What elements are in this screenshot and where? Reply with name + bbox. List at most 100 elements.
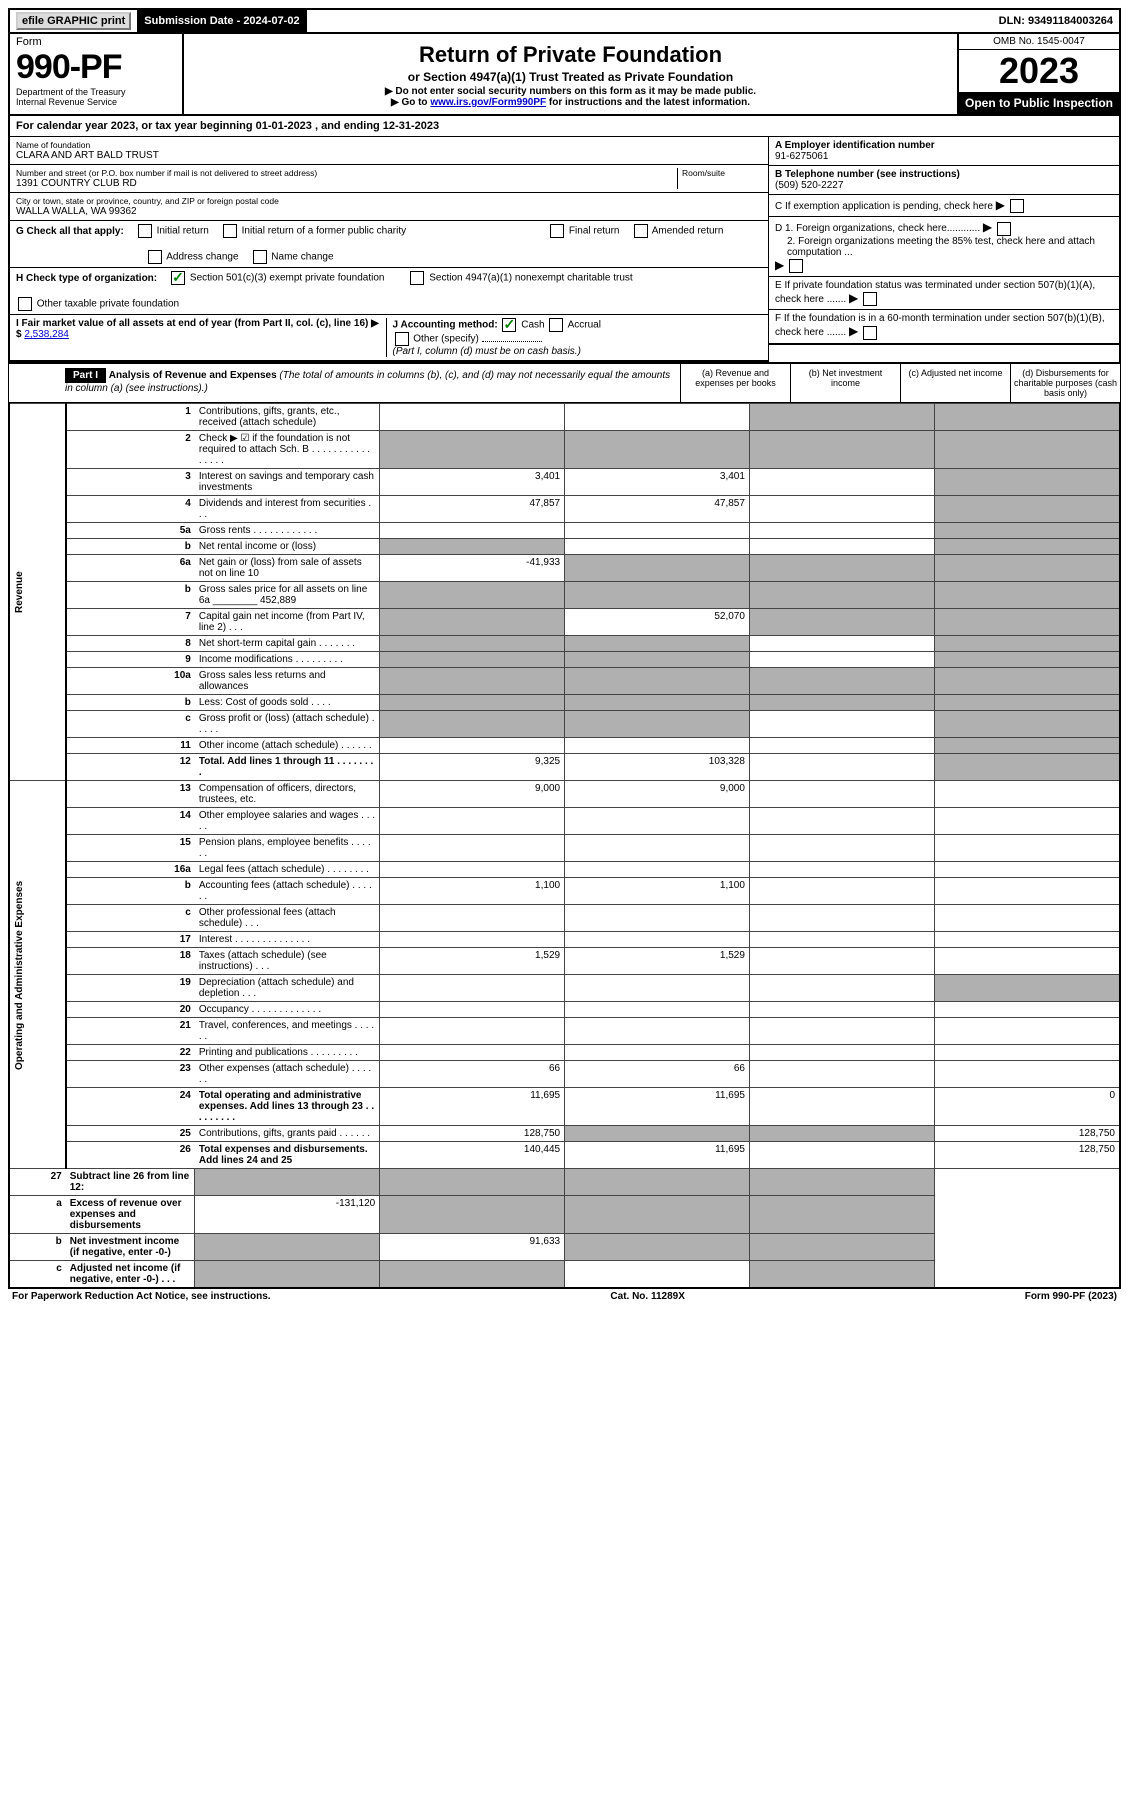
checkbox-other-taxable[interactable] <box>18 297 32 311</box>
street-address: 1391 COUNTRY CLUB RD <box>16 178 677 189</box>
checkbox-d1[interactable] <box>997 222 1011 236</box>
checkbox-cash[interactable] <box>502 318 516 332</box>
amount-cell <box>749 582 934 609</box>
amount-cell <box>934 636 1120 652</box>
ein-label: A Employer identification number <box>775 140 935 151</box>
amount-cell: 1,529 <box>565 948 750 975</box>
line-number: 2 <box>66 431 195 469</box>
amount-cell <box>934 738 1120 754</box>
amount-cell: -41,933 <box>380 555 565 582</box>
checkbox-4947a1[interactable] <box>410 271 424 285</box>
line-number: c <box>66 711 195 738</box>
checkbox-final-return[interactable] <box>550 224 564 238</box>
amount-cell: 140,445 <box>380 1142 565 1169</box>
amount-cell <box>195 1261 380 1289</box>
box-c: C If exemption application is pending, c… <box>769 195 1119 217</box>
checkbox-e[interactable] <box>863 292 877 306</box>
checkbox-f[interactable] <box>863 326 877 340</box>
line-number: b <box>66 878 195 905</box>
amount-cell: 11,695 <box>565 1088 750 1126</box>
amount-cell <box>749 948 934 975</box>
amount-cell <box>934 1061 1120 1088</box>
amount-cell <box>934 695 1120 711</box>
amount-cell <box>934 496 1120 523</box>
efile-print-button[interactable]: efile GRAPHIC print <box>16 12 131 30</box>
line-description: Printing and publications . . . . . . . … <box>195 1045 380 1061</box>
line-description: Pension plans, employee benefits . . . .… <box>195 835 380 862</box>
line-number: c <box>66 905 195 932</box>
checkbox-c[interactable] <box>1010 199 1024 213</box>
line-description: Other income (attach schedule) . . . . .… <box>195 738 380 754</box>
amount-cell <box>565 905 750 932</box>
line-number: 15 <box>66 835 195 862</box>
table-row: 15Pension plans, employee benefits . . .… <box>9 835 1120 862</box>
amount-cell: 1,529 <box>380 948 565 975</box>
amount-cell <box>934 652 1120 668</box>
instructions-link[interactable]: www.irs.gov/Form990PF <box>430 97 546 108</box>
amount-cell <box>565 1196 750 1234</box>
checkbox-other-method[interactable] <box>395 332 409 346</box>
footer-left: For Paperwork Reduction Act Notice, see … <box>12 1291 271 1302</box>
checkbox-d2[interactable] <box>789 259 803 273</box>
table-row: Operating and Administrative Expenses13C… <box>9 781 1120 808</box>
table-row: 27Subtract line 26 from line 12: <box>9 1169 1120 1196</box>
line-number: 16a <box>66 862 195 878</box>
amount-cell <box>749 1088 934 1126</box>
amount-cell <box>934 555 1120 582</box>
line-description: Check ▶ ☑ if the foundation is not requi… <box>195 431 380 469</box>
top-bar: efile GRAPHIC print Submission Date - 20… <box>8 8 1121 34</box>
page-footer: For Paperwork Reduction Act Notice, see … <box>8 1289 1121 1304</box>
line-description: Contributions, gifts, grants, etc., rece… <box>195 404 380 431</box>
line-description: Net gain or (loss) from sale of assets n… <box>195 555 380 582</box>
table-row: cGross profit or (loss) (attach schedule… <box>9 711 1120 738</box>
amount-cell <box>749 1045 934 1061</box>
amount-cell <box>380 668 565 695</box>
amount-cell <box>565 523 750 539</box>
amount-cell <box>749 539 934 555</box>
line-number: 21 <box>66 1018 195 1045</box>
amount-cell <box>380 808 565 835</box>
amount-cell <box>565 1234 750 1261</box>
fmv-link[interactable]: 2,538,284 <box>24 329 69 340</box>
line-description: Interest . . . . . . . . . . . . . . <box>195 932 380 948</box>
line-description: Total expenses and disbursements. Add li… <box>195 1142 380 1169</box>
checkbox-amended[interactable] <box>634 224 648 238</box>
table-row: 9Income modifications . . . . . . . . . <box>9 652 1120 668</box>
line-number: c <box>9 1261 66 1289</box>
checkbox-accrual[interactable] <box>549 318 563 332</box>
line-description: Gross rents . . . . . . . . . . . . <box>195 523 380 539</box>
table-row: 19Depreciation (attach schedule) and dep… <box>9 975 1120 1002</box>
line-number: 24 <box>66 1088 195 1126</box>
amount-cell <box>749 609 934 636</box>
line-description: Total operating and administrative expen… <box>195 1088 380 1126</box>
line-number: 7 <box>66 609 195 636</box>
checkbox-501c3[interactable] <box>171 271 185 285</box>
amount-cell <box>934 711 1120 738</box>
note-2: ▶ Go to www.irs.gov/Form990PF for instru… <box>192 97 949 108</box>
checkbox-address-change[interactable] <box>148 250 162 264</box>
form-word: Form <box>16 36 176 48</box>
amount-cell <box>380 636 565 652</box>
checkbox-initial-return[interactable] <box>138 224 152 238</box>
amount-cell <box>380 1169 565 1196</box>
amount-cell <box>749 636 934 652</box>
amount-cell <box>380 404 565 431</box>
line-description: Gross sales price for all assets on line… <box>195 582 380 609</box>
amount-cell <box>749 1002 934 1018</box>
amount-cell <box>749 738 934 754</box>
amount-cell <box>565 1018 750 1045</box>
amount-cell <box>380 695 565 711</box>
checkbox-name-change[interactable] <box>253 250 267 264</box>
checkbox-initial-former[interactable] <box>223 224 237 238</box>
amount-cell <box>380 932 565 948</box>
amount-cell <box>749 1018 934 1045</box>
amount-cell <box>380 905 565 932</box>
amount-cell <box>934 862 1120 878</box>
amount-cell <box>934 835 1120 862</box>
amount-cell: 1,100 <box>380 878 565 905</box>
table-row: 23Other expenses (attach schedule) . . .… <box>9 1061 1120 1088</box>
note-1: ▶ Do not enter social security numbers o… <box>192 86 949 97</box>
city-state-zip: WALLA WALLA, WA 99362 <box>16 206 762 217</box>
table-row: 12Total. Add lines 1 through 11 . . . . … <box>9 754 1120 781</box>
box-d: D 1. Foreign organizations, check here..… <box>769 217 1119 277</box>
